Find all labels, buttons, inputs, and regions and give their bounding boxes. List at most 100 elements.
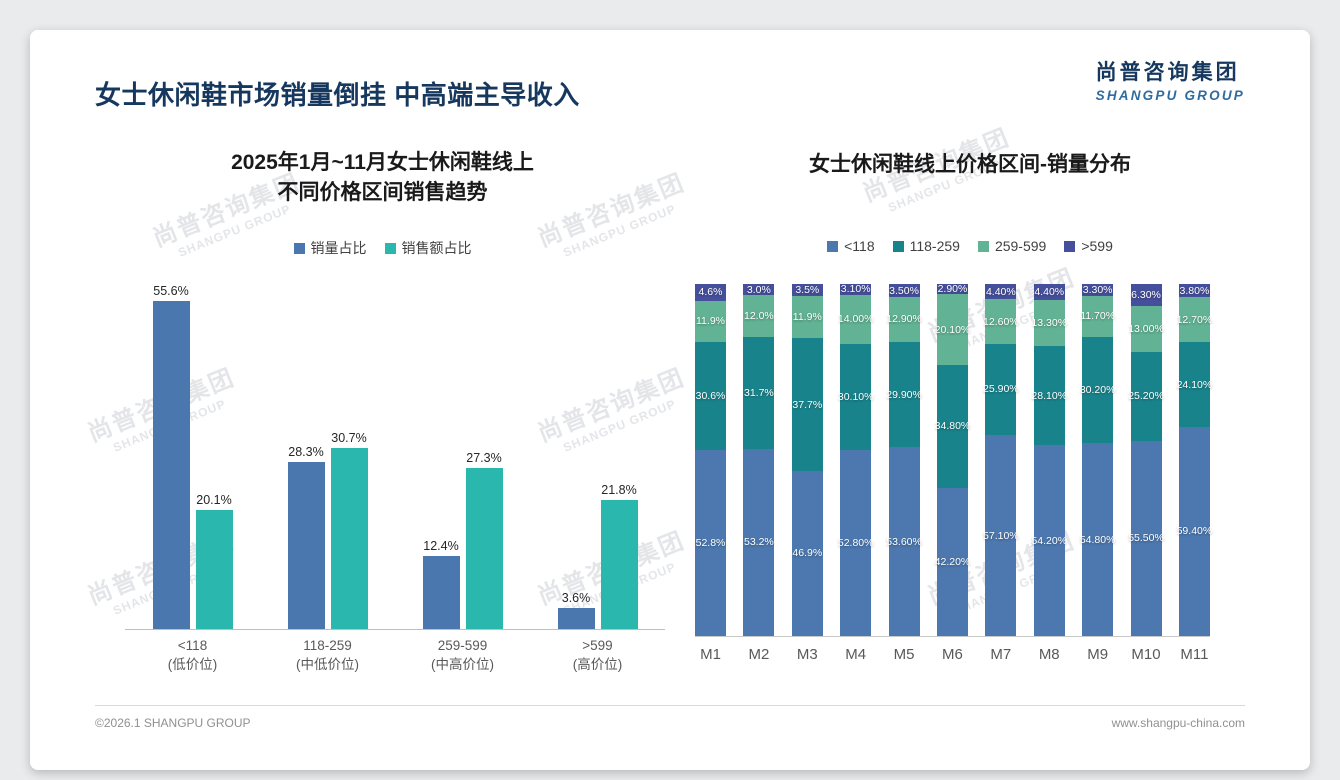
bar-segment-118-259: 30.6% — [695, 342, 726, 451]
bar-column: 3.6% — [557, 591, 595, 629]
right-chart-legend: <118 118-259 259-599 >599 — [695, 238, 1245, 254]
bar-segment-259-599: 13.00% — [1128, 306, 1164, 352]
x-axis-label: M3 — [796, 646, 818, 663]
bar-column: 30.7% — [330, 431, 368, 629]
bar-value-label: 3.6% — [561, 591, 591, 605]
slide-card: 尚普咨询集团 SHANGPU GROUP 尚普咨询集团 SHANGPU GROUP 尚普… — [30, 30, 1310, 770]
x-axis-label-tier: (中高价位) — [431, 656, 494, 672]
left-chart-legend: 销量占比 销售额占比 — [95, 238, 670, 258]
segment-value-label: 4.40% — [985, 285, 1016, 298]
footer-divider — [95, 705, 1245, 706]
company-logo: 尚普咨询集团 SHANGPU GROUP — [1096, 56, 1245, 103]
segment-value-label: 54.20% — [1031, 534, 1068, 547]
segment-value-label: 12.60% — [983, 315, 1019, 328]
bar-segment-<118: 57.10% — [983, 435, 1019, 636]
x-axis-label: 259-599 (中高价位) — [408, 637, 518, 675]
legend-color-swatch — [384, 242, 396, 254]
x-axis-label-range: >599 — [582, 638, 613, 653]
bar-销售额占比 — [330, 448, 368, 629]
bar-segment-<118: 52.8% — [695, 450, 726, 636]
stacked-bar: 3.50% 12.90% 29.90% 53.60% — [886, 284, 922, 636]
legend-label: <118 — [844, 238, 875, 254]
bar-column: 28.3% — [287, 445, 325, 629]
segment-value-label: 54.80% — [1079, 533, 1116, 546]
stacked-bar-chart: 女士休闲鞋线上价格区间-销量分布 <118 118-259 259-599 >599 … — [695, 140, 1245, 720]
segment-value-label: 31.7% — [744, 386, 774, 399]
segment-value-label: 12.70% — [1176, 313, 1213, 326]
legend-color-swatch — [892, 240, 904, 252]
segment-value-label: 24.10% — [1176, 378, 1213, 391]
bar-value-label: 27.3% — [466, 451, 502, 465]
bar-column: 27.3% — [465, 451, 503, 629]
bar-segment-118-259: 37.7% — [791, 338, 823, 471]
bar-销量占比 — [152, 301, 190, 629]
stacked-bar: 4.40% 13.30% 28.10% 54.20% — [1031, 284, 1068, 636]
segment-value-label: 53.60% — [886, 535, 922, 548]
right-chart-plot-area: 4.6% 11.9% 30.6% 52.8% 3.0% 12.0% 31.7% 53.2% 3.… — [695, 283, 1213, 637]
x-axis-label-range: 118-259 — [303, 638, 352, 653]
bar-value-label: 20.1% — [196, 493, 232, 507]
bar-value-label: 55.6% — [153, 284, 189, 298]
legend-label: 118-259 — [909, 238, 960, 254]
x-axis-label: M7 — [990, 646, 1012, 663]
stacked-bar: 3.30% 11.70% 30.20% 54.80% — [1079, 283, 1116, 636]
bar-value-label: 28.3% — [288, 445, 324, 459]
bar-segment->599: 3.80% — [1178, 284, 1210, 298]
bar-segment-<118: 54.20% — [1031, 445, 1068, 636]
segment-value-label: 13.30% — [1031, 316, 1068, 329]
bar-segment-259-599: 11.9% — [695, 300, 726, 343]
left-chart-title-line1: 2025年1月~11月女士休闲鞋线上 — [231, 151, 534, 174]
legend-color-swatch — [293, 242, 305, 254]
legend-item: 118-259 — [892, 238, 960, 254]
segment-value-label: 12.90% — [886, 313, 922, 326]
segment-value-label: 6.30% — [1131, 289, 1161, 302]
bar-segment-<118: 46.9% — [791, 470, 823, 636]
x-axis-label-range: 259-599 — [437, 638, 488, 653]
left-chart-plot-area: 55.6% 20.1% 28.3% 30.7% 12.4% 27.3% 3.6% 21.8% — [125, 270, 665, 630]
bar-segment->599: 4.40% — [985, 283, 1017, 300]
legend-item: 销量占比 — [293, 238, 367, 258]
segment-value-label: 52.8% — [695, 537, 726, 550]
bar-segment-259-599: 12.60% — [983, 299, 1019, 344]
bar-segment->599: 3.50% — [888, 284, 920, 297]
right-chart-x-axis: M1 M2 M3 M4 M5 M6 M7 M8 M9 M10 M11 — [695, 646, 1210, 663]
bar-segment-118-259: 28.10% — [1031, 346, 1067, 446]
x-axis-label: 118-259 (中低价位) — [273, 637, 383, 675]
bar-segment-259-599: 11.9% — [791, 296, 823, 339]
x-axis-label: M5 — [893, 646, 915, 663]
bar-segment-<118: 55.50% — [1128, 440, 1164, 636]
segment-value-label: 3.30% — [1082, 283, 1113, 296]
bar-segment-259-599: 20.10% — [935, 294, 970, 365]
x-axis-label-tier: (中低价位) — [296, 656, 359, 672]
legend-label: 销量占比 — [310, 240, 367, 256]
bar-销售额占比 — [465, 468, 503, 629]
bar-销售额占比 — [600, 500, 638, 629]
bar-segment-118-259: 31.7% — [743, 337, 775, 449]
segment-value-label: 14.00% — [837, 313, 874, 326]
bar-segment-<118: 53.60% — [886, 447, 922, 636]
segment-value-label: 13.00% — [1128, 323, 1164, 336]
segment-value-label: 12.0% — [744, 310, 774, 323]
legend-label: >599 — [1081, 238, 1113, 254]
x-axis-label: >599 (高价位) — [543, 637, 653, 675]
legend-label: 销售额占比 — [401, 240, 472, 256]
segment-value-label: 46.9% — [792, 547, 823, 560]
stacked-bar: 3.10% 14.00% 30.10% 52.80% — [837, 283, 874, 636]
segment-value-label: 4.6% — [698, 286, 723, 299]
bar-column: 12.4% — [422, 539, 460, 629]
stacked-bar: 2.90% 20.10% 34.80% 42.20% — [935, 283, 970, 636]
bar-segment-<118: 54.80% — [1079, 443, 1116, 636]
bar-segment-<118: 59.40% — [1177, 426, 1212, 636]
bar-segment-118-259: 30.10% — [838, 344, 873, 451]
segment-value-label: 25.20% — [1128, 390, 1164, 403]
segment-value-label: 53.2% — [744, 536, 774, 549]
legend-item: 销售额占比 — [384, 238, 472, 258]
bar-segment->599: 3.5% — [791, 284, 823, 297]
segment-value-label: 2.90% — [937, 283, 968, 296]
x-axis-label: M11 — [1180, 646, 1209, 663]
segment-value-label: 3.5% — [795, 284, 820, 297]
x-axis-label: M8 — [1038, 646, 1060, 663]
bar-销量占比 — [557, 608, 595, 629]
slide-content: 女士休闲鞋市场销量倒挂 中高端主导收入 尚普咨询集团 SHANGPU GROUP… — [30, 30, 1310, 770]
segment-value-label: 52.80% — [837, 537, 874, 550]
